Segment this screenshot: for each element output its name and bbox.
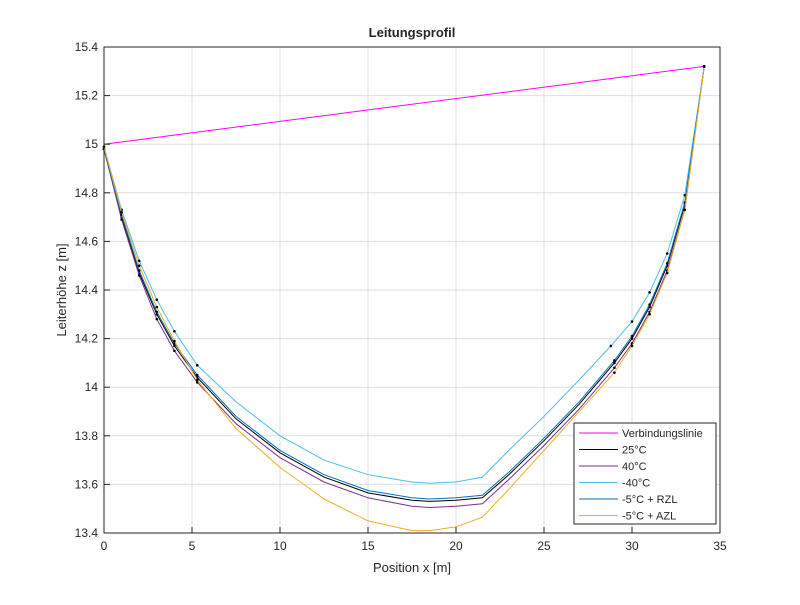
y-tick-label: 15.2 <box>75 89 99 103</box>
legend-label: 40°C <box>622 461 647 473</box>
data-point-marker <box>173 339 176 343</box>
data-point-marker <box>613 361 616 365</box>
data-point-marker <box>173 330 176 333</box>
data-point-marker <box>137 274 141 277</box>
data-point-marker <box>613 371 616 374</box>
x-tick-label: 10 <box>273 539 287 553</box>
y-tick-label: 14.2 <box>75 332 99 346</box>
x-tick-label: 35 <box>713 539 727 553</box>
data-point-marker <box>120 218 123 221</box>
legend-label: -40°C <box>622 478 650 490</box>
y-tick-label: 14 <box>85 380 99 394</box>
data-point-marker <box>155 310 159 314</box>
data-point-marker <box>702 65 706 68</box>
legend-box <box>573 422 717 525</box>
series-line-0 <box>103 65 705 145</box>
y-tick-label: 14.4 <box>75 283 99 297</box>
ticks: 0 5 10 15 20 25 30 35 13.4 13.6 13.8 14 14.2 14.4 14.6… <box>75 40 727 553</box>
series-line-3 <box>103 66 705 484</box>
legend-label: Verbindungslinie <box>622 428 703 440</box>
x-tick-label: 15 <box>361 539 375 553</box>
y-tick-label: 14.8 <box>75 186 99 200</box>
data-point-marker <box>648 291 651 294</box>
x-tick-label: 20 <box>449 539 463 553</box>
y-tick-label: 13.4 <box>75 526 99 540</box>
data-point-marker <box>120 210 123 214</box>
data-point-marker <box>137 264 141 268</box>
y-tick-label: 15.4 <box>75 40 99 54</box>
data-point-marker <box>155 305 159 309</box>
data-point-marker <box>648 313 651 316</box>
y-tick-label: 13.6 <box>75 477 99 491</box>
data-point-marker <box>613 359 616 362</box>
y-axis-label: Leiterhöhe z [m] <box>54 243 69 336</box>
data-point-marker <box>665 261 669 265</box>
chart-title: Leitungsprofil <box>369 25 456 40</box>
x-tick-label: 25 <box>537 539 551 553</box>
series-line-4 <box>103 66 705 500</box>
series-line-2 <box>103 66 705 509</box>
data-point-marker <box>630 337 634 340</box>
legend-label: 25°C <box>622 445 647 457</box>
data-point-marker <box>195 364 199 367</box>
data-point-marker <box>155 317 159 321</box>
data-point-marker <box>173 349 176 353</box>
x-axis-label: Position x [m] <box>373 560 451 575</box>
data-point-marker <box>648 303 651 306</box>
data-point-marker <box>665 252 669 255</box>
data-point-marker <box>155 298 159 302</box>
data-point-marker <box>137 259 141 263</box>
legend-label: -5°C + RZL <box>622 494 677 506</box>
x-tick-label: 5 <box>189 539 196 553</box>
data-point-marker <box>195 378 199 382</box>
data-point-marker <box>195 381 199 384</box>
data-point-marker <box>613 366 616 370</box>
series-lines <box>102 65 706 532</box>
data-point-marker <box>665 271 669 275</box>
x-tick-label: 0 <box>101 539 108 553</box>
legend: Verbindungslinie 25°C 40°C -40°C -5°C + RZL -… <box>573 422 717 525</box>
data-point-marker <box>195 373 199 377</box>
data-point-marker <box>630 334 634 338</box>
x-tick-label: 30 <box>625 539 639 553</box>
series-line-1 <box>103 66 705 502</box>
legend-label: -5°C + AZL <box>622 511 676 523</box>
series-line-5 <box>103 66 705 532</box>
data-point-marker <box>683 208 687 212</box>
y-tick-label: 14.6 <box>75 234 99 248</box>
data-point-marker <box>630 344 634 348</box>
y-tick-label: 13.8 <box>75 429 99 443</box>
y-tick-label: 15 <box>85 137 99 151</box>
data-point-marker <box>609 344 613 348</box>
data-point-marker <box>137 269 141 272</box>
data-point-marker <box>630 320 634 323</box>
